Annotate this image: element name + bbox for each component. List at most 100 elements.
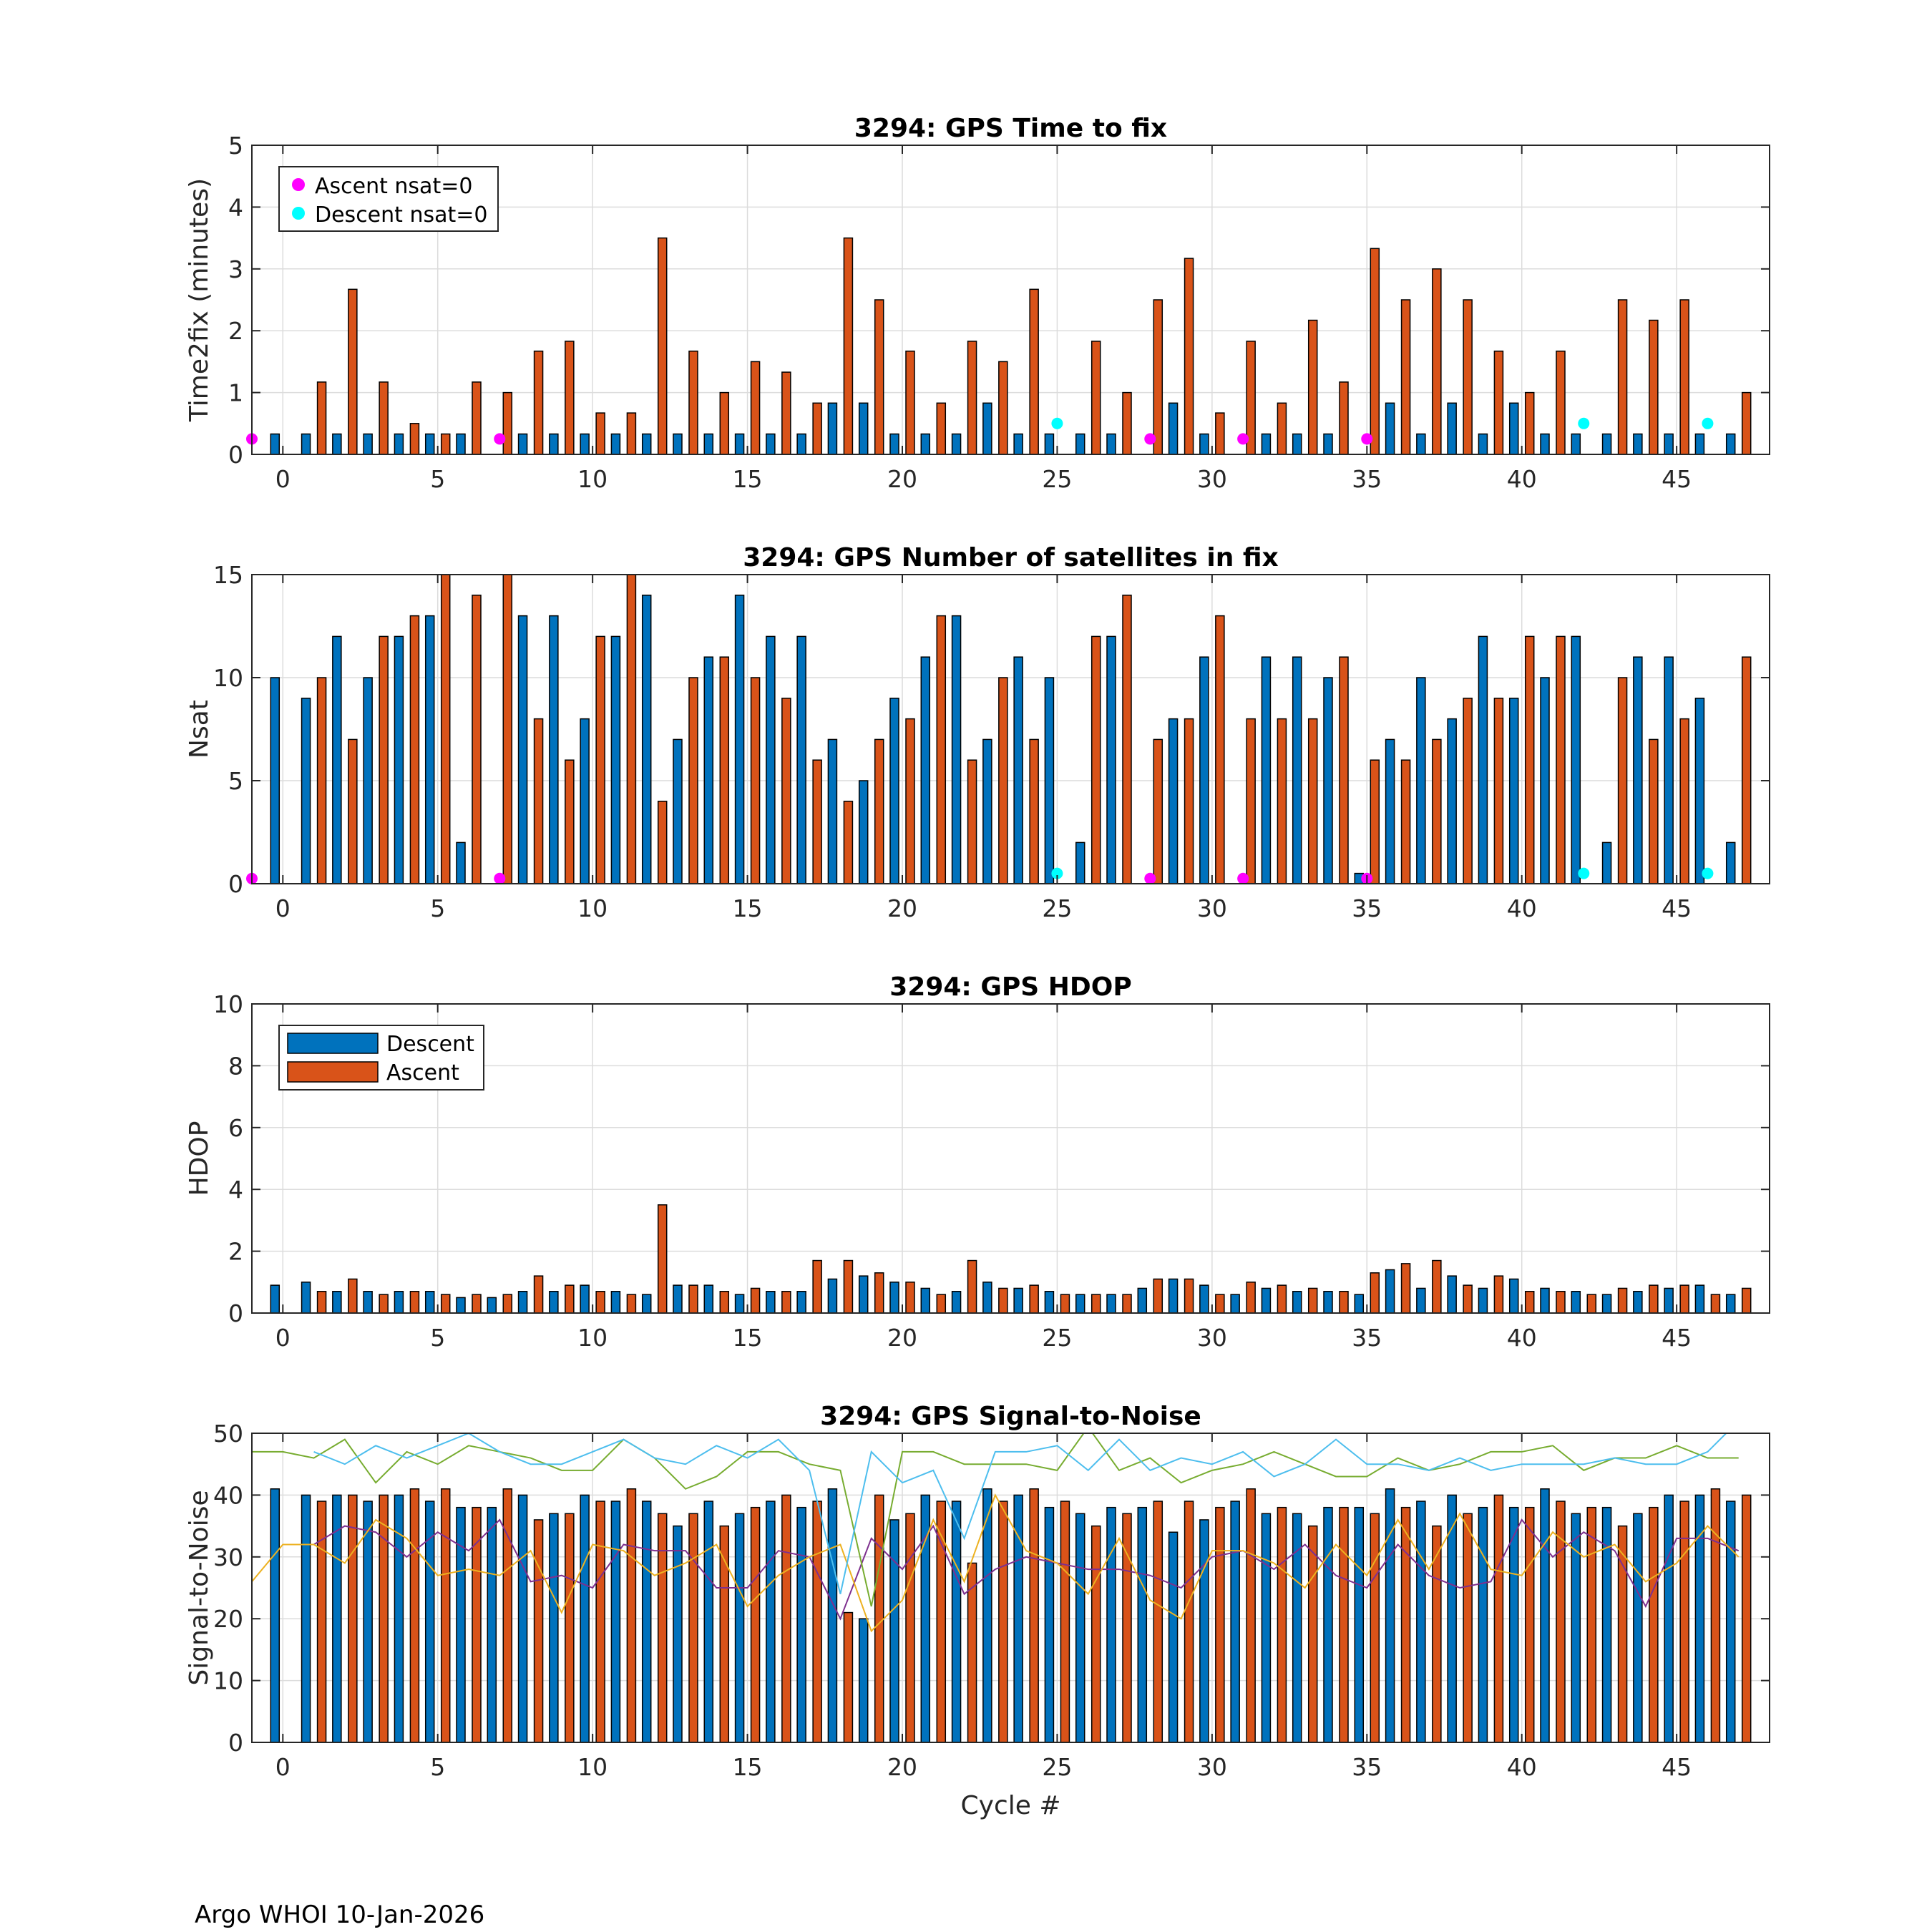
ascent-bar xyxy=(1339,1291,1349,1313)
ascent-bar xyxy=(533,350,544,454)
y-tick-label: 4 xyxy=(228,1176,243,1204)
ascent-bar xyxy=(409,1488,420,1742)
descent-bar xyxy=(1633,1291,1643,1313)
ascent-bar xyxy=(1246,1488,1256,1742)
bars xyxy=(270,1488,1752,1742)
x-tick-label: 35 xyxy=(1352,1753,1382,1781)
ascent-bar xyxy=(1184,1501,1194,1742)
ascent-bar xyxy=(409,615,420,884)
x-tick-label: 30 xyxy=(1197,1324,1227,1352)
descent-bar xyxy=(1261,433,1272,454)
ascent-bar xyxy=(348,1494,358,1742)
ascent-bar xyxy=(1370,1513,1380,1742)
ascent-bar xyxy=(626,1488,637,1742)
ascent-bar xyxy=(719,1525,730,1742)
x-tick-label: 10 xyxy=(577,1753,608,1781)
descent-bar xyxy=(363,1291,373,1313)
descent-bar xyxy=(982,402,992,454)
descent-bar xyxy=(1478,1287,1488,1313)
y-tick-label: 8 xyxy=(228,1052,243,1080)
x-tick-label: 5 xyxy=(430,465,445,493)
y-tick-label: 30 xyxy=(213,1543,243,1571)
ascent-bar xyxy=(440,1488,451,1742)
ascent-bar xyxy=(1307,1525,1318,1742)
descent-bar xyxy=(301,698,311,884)
descent-bar xyxy=(1323,677,1333,884)
y-tick-label: 2 xyxy=(228,1238,243,1266)
descent-bar xyxy=(1292,1513,1302,1742)
ascent-bar xyxy=(1710,1294,1721,1313)
descent-bar xyxy=(1261,656,1272,884)
descent-bar xyxy=(301,1282,311,1313)
legend: Descent Ascent xyxy=(278,1025,484,1091)
descent-bar xyxy=(424,615,435,884)
ascent-bar xyxy=(1400,759,1411,884)
descent-bar xyxy=(580,1494,590,1742)
legend-box xyxy=(278,166,499,232)
descent-bar xyxy=(1508,402,1519,454)
ascent-bar xyxy=(781,698,791,884)
descent-bar xyxy=(1540,1287,1550,1313)
axes-box xyxy=(251,145,1770,455)
chart-panel-4: 0 5 10 15 20 25 30 35 40 45 0 10 20 30 40 50 3294: GPS S… xyxy=(185,1402,1770,1820)
descent-nsat0-marker xyxy=(1051,867,1063,879)
ascent-bar xyxy=(1339,656,1349,884)
footer-text: Argo WHOI 10-Jan-2026 xyxy=(195,1901,485,1929)
descent-nsat0-marker xyxy=(1702,417,1714,429)
descent-bar xyxy=(1571,635,1581,884)
ascent-bar xyxy=(533,718,544,884)
ascent-bar xyxy=(1091,1525,1101,1742)
ascent-bar xyxy=(1741,1287,1752,1313)
x-tick-label: 15 xyxy=(733,1324,763,1352)
descent-bar xyxy=(889,698,899,884)
ascent-nsat0-marker xyxy=(494,433,506,445)
descent-bar xyxy=(920,433,931,454)
descent-bar xyxy=(1106,433,1116,454)
descent-bar xyxy=(951,1501,962,1742)
x-tick-label: 5 xyxy=(430,1324,445,1352)
descent-bar xyxy=(734,433,745,454)
ascent-bar xyxy=(348,738,358,884)
descent-bar xyxy=(394,433,404,454)
y-tick-label: 0 xyxy=(228,1729,243,1757)
ascent-bar xyxy=(1184,718,1194,884)
y-tick-label: 5 xyxy=(228,767,243,795)
descent-bar xyxy=(1725,1294,1736,1313)
ascent-bar xyxy=(1153,1278,1163,1313)
descent-bar xyxy=(1354,1294,1365,1313)
ascent-bar xyxy=(1277,1284,1287,1313)
descent-bar xyxy=(270,677,280,884)
x-tick-label: 35 xyxy=(1352,465,1382,493)
descent-bar xyxy=(517,1291,528,1313)
ascent-bar xyxy=(657,1204,668,1313)
ascent-bar xyxy=(905,1282,915,1313)
descent-bar xyxy=(1447,718,1457,884)
descent-bar xyxy=(1478,635,1488,884)
ascent-bar xyxy=(1432,1259,1442,1313)
ascent-nsat0-marker xyxy=(1361,433,1373,445)
ascent-bar xyxy=(316,1291,327,1313)
descent-bar xyxy=(982,738,992,884)
descent-bar xyxy=(1633,1513,1643,1742)
ascent-bar xyxy=(1586,1506,1597,1742)
descent-bar xyxy=(1044,1506,1055,1742)
ascent-bar xyxy=(1277,1506,1287,1742)
descent-bar xyxy=(1540,677,1550,884)
ascent-bar xyxy=(657,1513,668,1742)
ascent-bar xyxy=(1463,1513,1473,1742)
descent-bar xyxy=(1571,1513,1581,1742)
descent-bar xyxy=(1725,1501,1736,1742)
ascent-bar xyxy=(1741,391,1752,454)
y-tick-label: 20 xyxy=(213,1605,243,1633)
descent-bar xyxy=(580,433,590,454)
ascent-bar xyxy=(874,1272,884,1313)
descent-bar xyxy=(1292,656,1302,884)
ascent-bar xyxy=(1029,738,1039,884)
descent-bar xyxy=(424,1291,435,1313)
descent-bar xyxy=(1292,1291,1302,1313)
ascent-bar xyxy=(502,1488,513,1742)
descent-bar xyxy=(517,615,528,884)
ascent-bar xyxy=(565,1513,575,1742)
bars xyxy=(270,1204,1752,1313)
y-tick-label: 10 xyxy=(213,664,243,692)
